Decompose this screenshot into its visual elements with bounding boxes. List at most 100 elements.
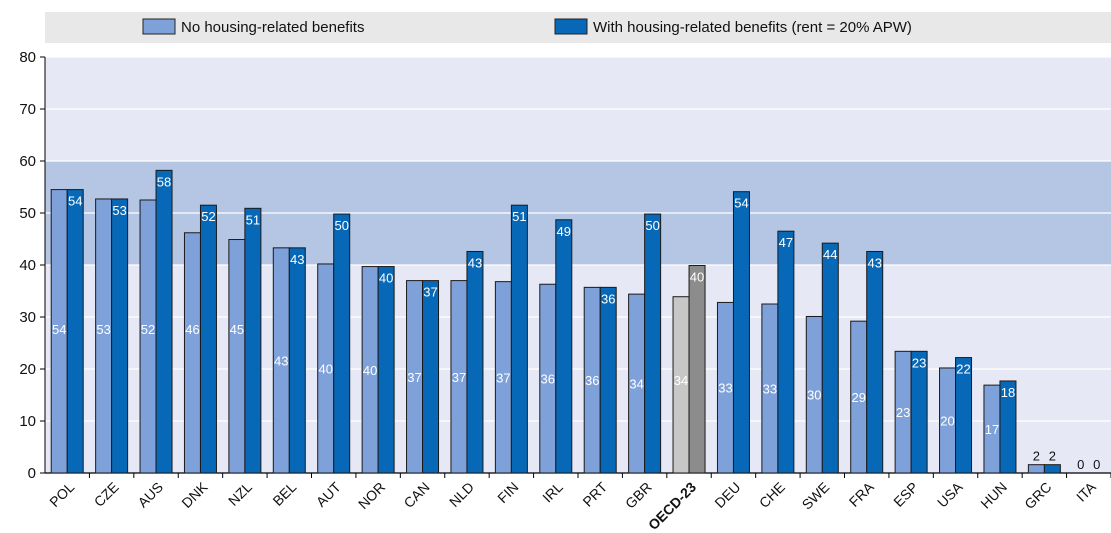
bar-with-benefits [66,189,84,474]
x-tick-label: NLD [446,479,477,510]
y-tick-label: 30 [19,309,36,326]
data-label: 40 [690,270,704,285]
y-tick-label: 50 [19,205,36,222]
x-tick-label: GRC [1021,479,1054,512]
bar-with-benefits [244,207,262,474]
data-label: 43 [274,353,288,368]
data-label: 47 [779,235,793,250]
data-label: 46 [185,322,199,337]
x-tick-label: ITA [1073,478,1099,504]
x-tick-label: CZE [91,479,122,510]
y-tick-label: 10 [19,413,36,430]
bar-with-benefits [644,213,662,474]
bar-with-benefits [955,357,973,474]
data-label: 43 [468,255,482,270]
data-label: 50 [334,218,348,233]
y-tick-label: 0 [28,465,36,482]
data-label: 37 [496,370,510,385]
bar-with-benefits [422,280,440,474]
data-label: 54 [734,196,748,211]
data-label: 50 [645,218,659,233]
data-label: 22 [956,362,970,377]
bar-with-benefits [555,219,573,474]
data-label: 40 [318,361,332,376]
data-label: 52 [201,209,215,224]
bar-with-benefits [377,266,395,474]
x-tick-label: USA [934,478,966,510]
bar-with-benefits [333,213,351,474]
y-axis: 0 10 20 30 40 50 60 70 80 [19,49,46,482]
bar-with-benefits [777,230,795,474]
legend-label-no-benefits: No housing-related benefits [181,19,364,36]
bar-no-benefits [228,239,246,474]
data-label: 29 [851,390,865,405]
data-label: 54 [68,194,82,209]
legend-swatch-no-benefits [142,18,176,35]
x-tick-label: IRL [539,479,566,506]
x-tick-label: DNK [178,478,211,511]
x-tick-label: NZL [225,479,255,509]
x-tick-label: BEL [269,479,299,509]
data-label: 43 [290,252,304,267]
bar-with-benefits [866,250,884,474]
data-label: 40 [363,363,377,378]
data-label: 53 [112,203,126,218]
bar-with-benefits [599,286,617,474]
bar-with-benefits [510,204,528,474]
data-label: 30 [807,388,821,403]
x-tick-label: ESP [890,479,921,510]
bar-with-benefits [155,169,173,474]
data-label: 51 [246,212,260,227]
y-tick-label: 40 [19,257,36,274]
data-label: 44 [823,247,837,262]
x-tick-label: FRA [846,478,878,510]
data-label: 23 [912,355,926,370]
legend-swatch-with-benefits [554,18,588,35]
data-label: 0 [1077,457,1084,472]
data-label: 2 [1033,449,1040,464]
x-tick-label: FIN [494,479,521,506]
data-label: 0 [1093,457,1100,472]
data-label: 33 [718,381,732,396]
x-tick-label: CAN [400,479,432,511]
data-label: 58 [157,174,171,189]
y-tick-label: 20 [19,361,36,378]
x-axis: POL CZE AUS DNK NZL BEL AUT NOR CAN NLD FIN IRL PRT G… [46,473,1111,533]
data-label: 53 [96,322,110,337]
x-tick-label: NOR [355,479,388,512]
data-label: 23 [896,405,910,420]
x-tick-label: AUT [313,478,344,509]
x-tick-label: PRT [579,478,610,509]
data-label: 20 [940,413,954,428]
data-label: 17 [985,422,999,437]
x-tick-label: POL [46,479,77,510]
bar-no-benefits [1027,464,1045,474]
data-label: 2 [1049,449,1056,464]
x-tick-label: HUN [977,479,1010,512]
x-tick-label: CHE [756,479,788,511]
legend: No housing-related benefits With housing… [45,12,1111,43]
bar-with-benefits [910,350,928,474]
legend-label-with-benefits: With housing-related benefits (rent = 20… [593,19,912,36]
data-label: 45 [230,322,244,337]
bar-with-benefits [1043,464,1061,474]
bar-with-benefits [732,191,750,474]
data-label: 18 [1001,385,1015,400]
bars [50,169,1061,474]
bar-no-benefits [183,232,201,474]
data-label: 34 [674,373,688,388]
data-label: 36 [585,373,599,388]
data-label: 49 [557,224,571,239]
data-label: 51 [512,209,526,224]
y-tick-label: 60 [19,153,36,170]
bar-with-benefits [688,265,706,474]
data-labels: 54 54 53 53 52 58 46 52 45 51 43 43 40 50 40 40 37 37 37 43… [52,174,1100,472]
bar-with-benefits [999,380,1017,474]
bar-with-benefits [199,204,217,474]
data-label: 52 [141,322,155,337]
data-label: 54 [52,322,66,337]
data-label: 33 [763,382,777,397]
x-tick-label: DEU [711,479,743,511]
bar-with-benefits [111,198,129,474]
